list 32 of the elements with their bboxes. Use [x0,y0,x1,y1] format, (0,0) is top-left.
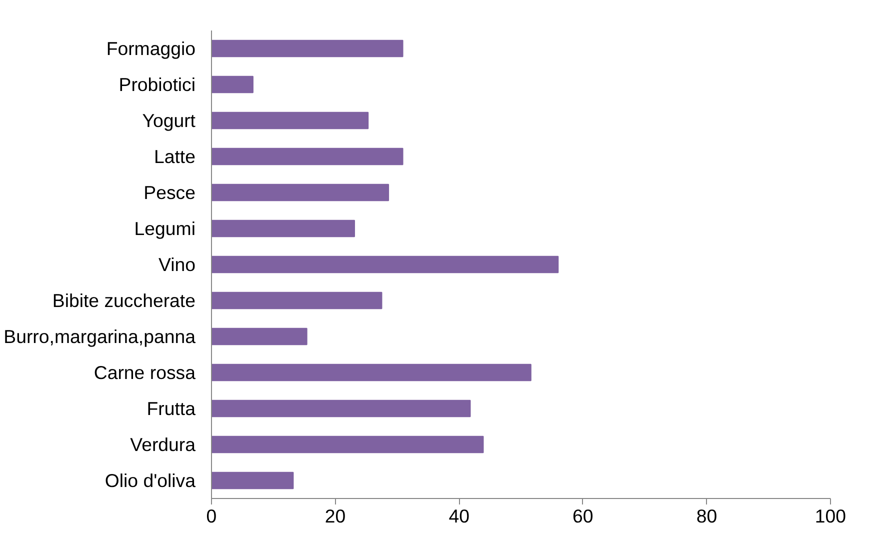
y-tick-label: Carne rossa [94,362,196,383]
y-tick-label: Vino [158,254,196,275]
y-tick-label: Legumi [134,218,196,239]
y-tick-label: Frutta [146,398,196,419]
bar [212,220,355,238]
y-tick-label: Yogurt [142,110,196,131]
x-tick-label: 40 [448,506,470,526]
bar [212,184,390,202]
bar [212,364,532,382]
bar [212,112,369,130]
y-tick-label: Pesce [144,182,196,203]
x-tick-label: 80 [696,506,718,526]
bar [212,328,308,346]
y-tick-label: Probiotici [118,74,196,95]
x-tick-label: 60 [572,506,594,526]
y-tick-label: Olio d'oliva [104,470,196,491]
y-tick-label: Formaggio [106,38,196,59]
bar [212,400,471,418]
y-tick-label: Bibite zuccherate [52,290,196,311]
bar [212,436,484,454]
bar [212,76,254,94]
y-tick-label: Burro,margarina,panna [4,326,196,347]
y-tick-label: Latte [154,146,196,167]
bar [212,472,294,490]
x-tick-label: 100 [814,506,846,526]
bar [212,148,404,166]
bar [212,292,382,310]
bar [212,40,404,58]
y-tick-label: Verdura [130,434,196,455]
x-tick-label: 0 [206,506,217,526]
bar [212,256,559,274]
x-tick-label: 20 [324,506,346,526]
